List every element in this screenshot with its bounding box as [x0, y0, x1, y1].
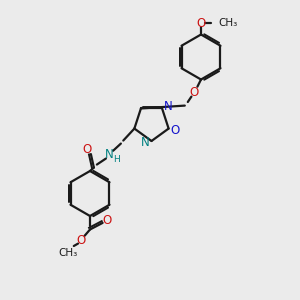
- Text: O: O: [76, 233, 85, 247]
- Text: CH₃: CH₃: [218, 18, 237, 28]
- Text: O: O: [170, 124, 179, 136]
- Text: O: O: [196, 16, 206, 30]
- Text: N: N: [105, 148, 114, 161]
- Text: O: O: [102, 214, 111, 227]
- Text: O: O: [82, 143, 91, 156]
- Text: N: N: [141, 136, 150, 149]
- Text: N: N: [164, 100, 172, 113]
- Text: CH₃: CH₃: [58, 248, 78, 258]
- Text: H: H: [113, 155, 119, 164]
- Text: O: O: [190, 85, 199, 99]
